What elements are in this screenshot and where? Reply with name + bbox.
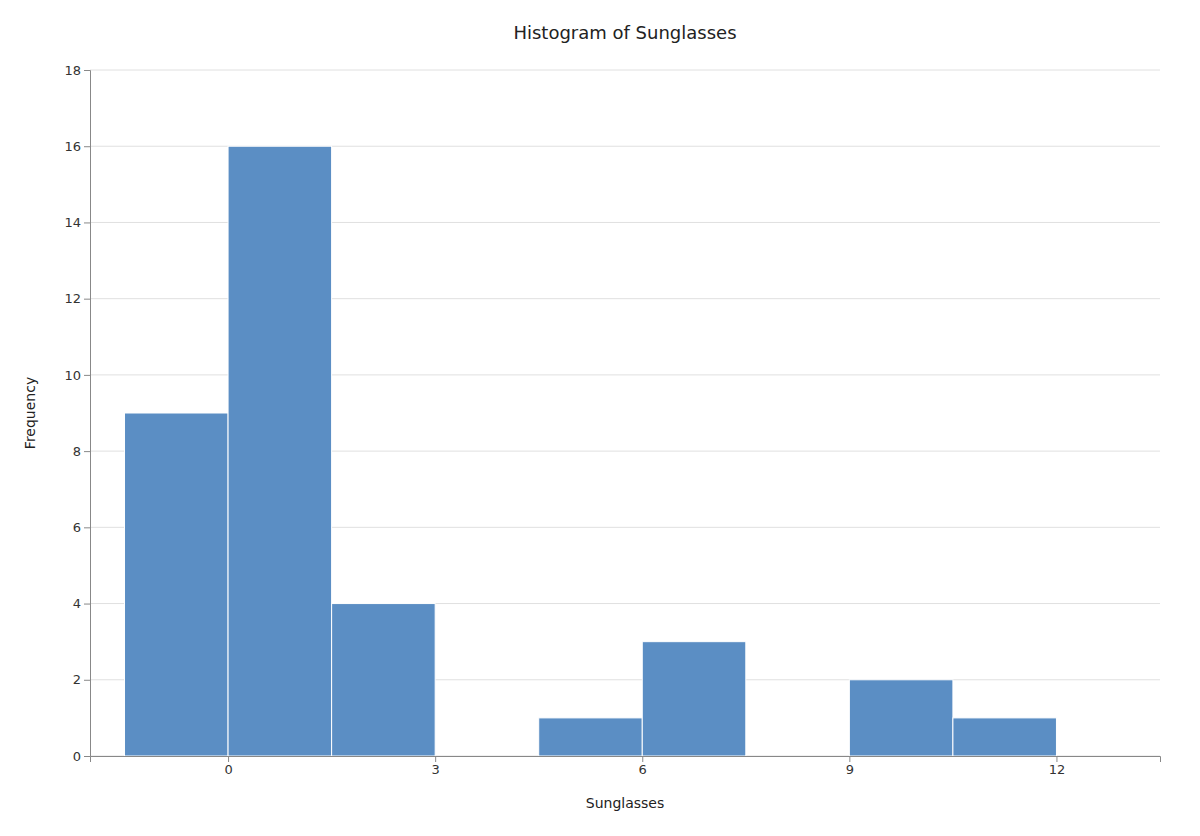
- tick-label: 3: [432, 762, 440, 777]
- tick-mark: [84, 222, 90, 223]
- grid: [90, 70, 1160, 756]
- tick: 6: [639, 756, 647, 777]
- bar: [228, 146, 332, 756]
- axis-line: [91, 757, 1161, 763]
- tick-label: 2: [73, 672, 81, 687]
- tick-mark: [1056, 756, 1057, 762]
- y-axis: 0 2 4 6 8 10 12 14 16 18: [64, 63, 90, 764]
- tick: 12: [1049, 756, 1066, 777]
- tick-mark: [84, 680, 90, 681]
- y-axis-title: Frequency: [22, 377, 38, 449]
- tick-mark: [84, 375, 90, 376]
- tick-mark: [84, 756, 90, 757]
- bar: [435, 756, 539, 757]
- tick: 12: [64, 291, 90, 306]
- bar: [539, 718, 643, 756]
- tick: 9: [846, 756, 854, 777]
- bar: [642, 642, 746, 756]
- x-axis-title: Sunglasses: [586, 795, 664, 811]
- tick-mark: [84, 146, 90, 147]
- tick-label: 4: [73, 596, 81, 611]
- tick-mark: [84, 604, 90, 605]
- tick: 16: [64, 139, 90, 154]
- tick-label: 6: [639, 762, 647, 777]
- bar: [746, 756, 850, 757]
- chart-svg: 0 3 6 9 12 0 2 4 6 8 10 12 14 16 18 Histogram of Sungla…: [0, 0, 1200, 836]
- tick-mark: [84, 299, 90, 300]
- bar: [332, 604, 436, 756]
- tick-label: 10: [64, 368, 81, 383]
- tick: 3: [432, 756, 440, 777]
- tick-mark: [228, 756, 229, 762]
- tick-label: 0: [73, 749, 81, 764]
- bar: [953, 718, 1057, 756]
- tick-mark: [84, 70, 90, 71]
- tick: 4: [73, 596, 90, 611]
- tick: 14: [64, 215, 90, 230]
- tick-mark: [642, 756, 643, 762]
- grid-line: [90, 70, 1160, 71]
- bars: [125, 146, 1057, 756]
- tick: 8: [73, 444, 90, 459]
- tick-label: 9: [846, 762, 854, 777]
- tick-label: 6: [73, 520, 81, 535]
- tick-mark: [84, 527, 90, 528]
- axis-line: [84, 71, 91, 757]
- plot-area: 0 3 6 9 12 0 2 4 6 8 10 12 14 16 18: [64, 63, 1160, 778]
- tick-label: 14: [64, 215, 81, 230]
- chart-title: Histogram of Sunglasses: [513, 22, 736, 43]
- chart-container: 0 3 6 9 12 0 2 4 6 8 10 12 14 16 18 Histogram of Sungla…: [0, 0, 1200, 836]
- tick-label: 0: [224, 762, 232, 777]
- tick-mark: [84, 451, 90, 452]
- tick: 18: [64, 63, 90, 78]
- tick-mark: [849, 756, 850, 762]
- tick: 0: [224, 756, 232, 777]
- tick: 2: [73, 672, 90, 687]
- tick-label: 8: [73, 444, 81, 459]
- tick-label: 12: [64, 291, 81, 306]
- tick: 10: [64, 368, 90, 383]
- tick-label: 16: [64, 139, 81, 154]
- tick-label: 18: [64, 63, 81, 78]
- tick: 6: [73, 520, 90, 535]
- bar: [849, 680, 953, 756]
- x-axis: 0 3 6 9 12: [91, 756, 1161, 777]
- bar: [125, 413, 229, 756]
- tick: 0: [73, 749, 90, 764]
- tick-mark: [435, 756, 436, 762]
- tick-label: 12: [1049, 762, 1066, 777]
